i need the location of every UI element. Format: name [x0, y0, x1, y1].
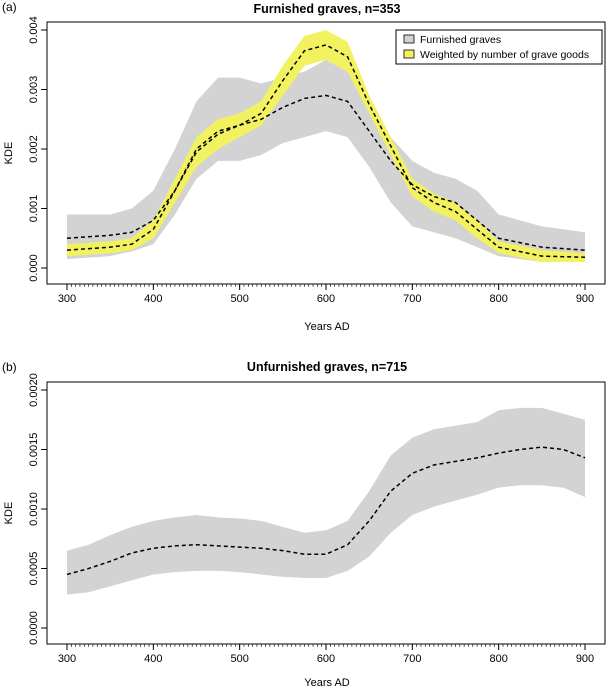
panel-a-legend: Furnished graves Weighted by number of g… [395, 29, 603, 65]
panel-a-y-axis: 0.000 0.001 0.002 0.003 0.004 [28, 16, 47, 282]
y-tick-label: 0.0015 [28, 433, 40, 467]
x-tick-label: 800 [489, 653, 507, 665]
legend-label-weighted: Weighted by number of grave goods [420, 49, 589, 61]
y-tick-label: 0.0000 [28, 611, 40, 645]
y-tick-label: 0.002 [28, 135, 40, 163]
x-tick-label: 900 [576, 653, 594, 665]
panel-b-x-axis: 300 400 500 600 700 800 900 [58, 644, 594, 665]
panel-b: (b) Unfurnished graves, n=715 300 400 500 6… [2, 360, 606, 689]
x-tick-label: 700 [403, 293, 421, 305]
panel-a-y-axis-title: KDE [3, 142, 15, 165]
legend-label-furnished: Furnished graves [420, 34, 501, 46]
y-tick-label: 0.0005 [28, 552, 40, 586]
y-tick-label: 0.004 [28, 16, 40, 44]
y-tick-label: 0.0010 [28, 492, 40, 526]
x-tick-label: 600 [317, 293, 335, 305]
panel-b-y-axis: 0.0000 0.0005 0.0010 0.0015 0.0020 [28, 373, 47, 645]
panel-b-bands [66, 407, 586, 595]
x-tick-label: 500 [230, 293, 248, 305]
band-series-0 [67, 407, 585, 595]
mean-line-series-0 [66, 94, 586, 251]
panel-b-label: (b) [2, 360, 17, 374]
panel-a-label: (a) [2, 0, 17, 14]
x-tick-label: 800 [489, 293, 507, 305]
panel-a-bands [66, 30, 586, 263]
panel-a-title: Furnished graves, n=353 [254, 2, 401, 16]
panel-a: (a) Furnished graves, n=353 300 400 500 600… [2, 0, 606, 333]
y-tick-label: 0.003 [28, 76, 40, 104]
panel-b-x-axis-title: Years AD [304, 677, 350, 689]
x-tick-label: 400 [144, 653, 162, 665]
panel-b-title: Unfurnished graves, n=715 [247, 360, 407, 374]
panel-a-x-axis-title: Years AD [304, 321, 350, 333]
legend-box [395, 29, 603, 65]
y-tick-label: 0.0020 [28, 373, 40, 407]
x-tick-label: 700 [403, 653, 421, 665]
x-tick-label: 400 [144, 293, 162, 305]
panel-a-x-axis: 300 400 500 600 700 800 900 [58, 284, 594, 305]
panel-b-y-axis-title: KDE [3, 502, 15, 525]
x-tick-label: 900 [576, 293, 594, 305]
mean-line-series-1 [66, 44, 586, 259]
legend-swatch-gray [403, 34, 415, 44]
legend-swatch-yellow [403, 49, 415, 59]
x-tick-label: 600 [317, 653, 335, 665]
x-tick-label: 300 [58, 293, 76, 305]
y-tick-label: 0.001 [28, 195, 40, 223]
x-tick-label: 500 [230, 653, 248, 665]
y-tick-label: 0.000 [28, 254, 40, 282]
band-series-1 [67, 30, 585, 263]
x-tick-label: 300 [58, 653, 76, 665]
